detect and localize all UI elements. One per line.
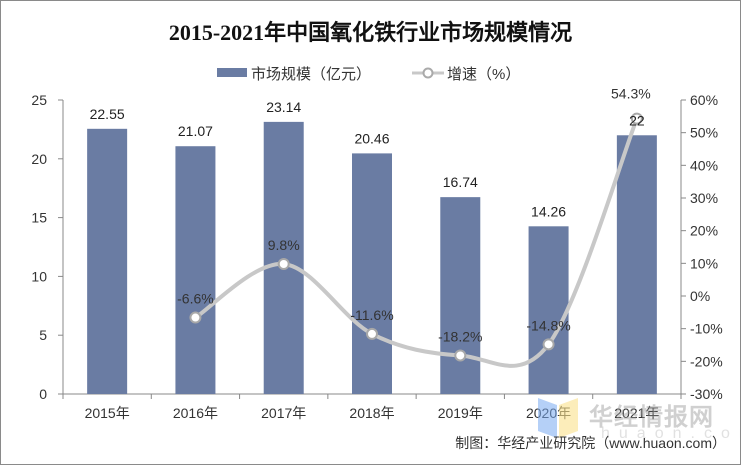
bar xyxy=(616,135,657,394)
growth-data-label: 9.8% xyxy=(268,237,300,253)
legend-line-marker xyxy=(422,67,434,79)
bar xyxy=(175,146,216,394)
growth-marker xyxy=(366,327,378,340)
chart-title: 2015-2021年中国氧化铁行业市场规模情况 xyxy=(168,20,573,45)
growth-data-label: -14.8% xyxy=(526,317,570,333)
left-tick-label: 10 xyxy=(31,268,47,284)
growth-marker xyxy=(542,338,555,351)
bar-data-label: 16.74 xyxy=(443,174,478,190)
left-tick-label: 5 xyxy=(39,327,47,343)
watermark-subtext: huaon.com xyxy=(601,425,740,442)
bar-data-label: 14.26 xyxy=(531,203,566,219)
right-tick-label: 10% xyxy=(690,255,718,271)
source-note: 制图：华经产业研究院（www.huaon.com） xyxy=(455,435,726,451)
left-tick-label: 20 xyxy=(31,151,47,167)
growth-data-label: -11.6% xyxy=(350,307,393,323)
left-tick-label: 15 xyxy=(31,210,47,226)
right-tick-label: 20% xyxy=(690,223,718,239)
watermark-logo: 华经情报网 xyxy=(589,404,714,431)
left-tick-label: 25 xyxy=(31,92,47,108)
right-tick-label: 0% xyxy=(690,288,710,304)
growth-marker xyxy=(454,349,467,362)
growth-marker xyxy=(630,112,643,125)
bar-data-label: 21.07 xyxy=(178,123,213,139)
bar-data-label: 22.55 xyxy=(90,106,125,122)
watermark-logo-icon xyxy=(538,398,557,438)
growth-marker xyxy=(189,311,202,324)
bar xyxy=(352,153,392,394)
watermark-logo-icon xyxy=(559,398,578,438)
right-tick-label: 40% xyxy=(690,157,718,173)
x-tick-label: 2021年 xyxy=(614,405,659,421)
legend-bar-swatch xyxy=(217,68,247,77)
growth-marker xyxy=(277,257,290,270)
bar xyxy=(87,128,128,394)
x-tick-label: 2018年 xyxy=(349,405,394,421)
growth-data-label: -18.2% xyxy=(438,328,482,344)
right-tick-label: -30% xyxy=(690,386,723,402)
right-tick-label: 30% xyxy=(690,190,718,206)
x-tick-label: 2015年 xyxy=(85,405,130,421)
legend-line-label: 增速（%） xyxy=(447,66,520,83)
x-tick-label: 2017年 xyxy=(261,405,306,421)
growth-data-label: -6.6% xyxy=(177,291,214,307)
bar-data-label: 22 xyxy=(629,112,645,128)
bar-data-label: 20.46 xyxy=(354,130,389,146)
bar-data-label: 23.14 xyxy=(266,99,301,115)
left-tick-label: 0 xyxy=(39,386,47,402)
right-tick-label: -10% xyxy=(690,321,723,337)
growth-data-label: 54.3% xyxy=(611,86,651,102)
right-tick-label: 60% xyxy=(690,92,718,108)
legend-bar-label: 市场规模（亿元） xyxy=(251,66,371,83)
x-tick-label: 2019年 xyxy=(438,405,483,421)
bar xyxy=(528,226,569,394)
bar xyxy=(440,197,481,394)
right-tick-label: -20% xyxy=(690,353,723,369)
x-tick-label: 2016年 xyxy=(173,405,218,421)
right-tick-label: 50% xyxy=(690,125,718,141)
bar xyxy=(263,121,304,394)
